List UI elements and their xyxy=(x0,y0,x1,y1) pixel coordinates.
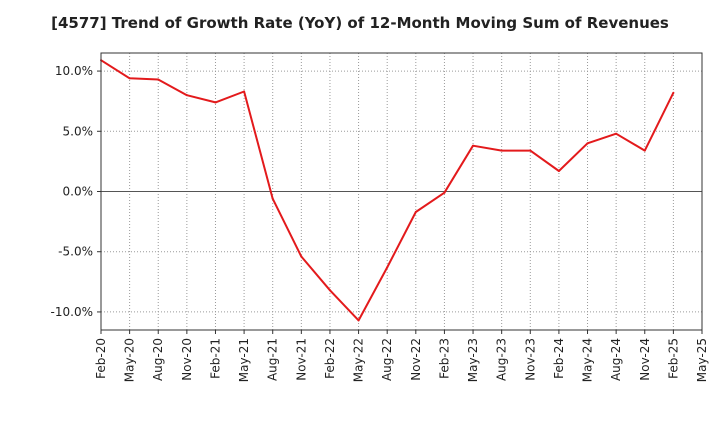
x-tick-label: Feb-21 xyxy=(208,338,222,379)
data-point xyxy=(328,289,331,292)
data-point xyxy=(586,142,589,145)
y-tick-label: -10.0% xyxy=(51,305,93,319)
data-point xyxy=(643,149,646,152)
x-tick-label: May-21 xyxy=(237,338,251,382)
data-point xyxy=(214,101,217,104)
x-tick-label: May-23 xyxy=(466,338,480,382)
x-tick-label: Feb-24 xyxy=(552,338,566,379)
data-point xyxy=(185,94,188,97)
x-tick-label: Nov-23 xyxy=(523,338,537,381)
x-tick-label: Feb-25 xyxy=(666,338,680,379)
data-point xyxy=(414,210,417,213)
data-point xyxy=(128,77,131,80)
x-tick-label: Nov-20 xyxy=(180,338,194,381)
x-tick-label: Feb-23 xyxy=(437,338,451,379)
data-point xyxy=(500,149,503,152)
data-point xyxy=(443,191,446,194)
data-point xyxy=(243,90,246,93)
chart-title: [4577] Trend of Growth Rate (YoY) of 12-… xyxy=(51,14,669,32)
data-point xyxy=(472,144,475,147)
data-point xyxy=(357,319,360,322)
x-tick-label: Nov-21 xyxy=(294,338,308,381)
data-point xyxy=(157,78,160,81)
x-tick-label: Nov-22 xyxy=(409,338,423,381)
data-point xyxy=(672,91,675,94)
x-tick-label: May-20 xyxy=(123,338,137,382)
x-tick-label: Feb-20 xyxy=(94,338,108,379)
x-tick-label: Aug-22 xyxy=(380,338,394,381)
x-tick-label: Aug-20 xyxy=(151,338,165,381)
x-tick-label: Nov-24 xyxy=(638,338,652,381)
x-tick-label: Aug-24 xyxy=(609,338,623,381)
data-point xyxy=(386,266,389,269)
y-tick-label: 5.0% xyxy=(63,124,94,138)
y-tick-label: -5.0% xyxy=(58,245,93,259)
y-tick-label: 10.0% xyxy=(55,64,93,78)
x-tick-label: May-25 xyxy=(695,338,709,382)
x-tick-label: May-24 xyxy=(581,338,595,382)
data-point xyxy=(271,197,274,200)
x-tick-label: Aug-21 xyxy=(266,338,280,381)
x-tick-label: Aug-23 xyxy=(495,338,509,381)
x-axis-ticks: Feb-20 May-20 Aug-20 Nov-20 Feb-21 May-21 Aug-… xyxy=(94,330,709,382)
x-tick-label: May-22 xyxy=(352,338,366,382)
data-point xyxy=(615,132,618,135)
data-point xyxy=(529,149,532,152)
data-point xyxy=(557,170,560,173)
y-tick-label: 0.0% xyxy=(63,185,94,199)
data-point xyxy=(300,255,303,258)
x-tick-label: Feb-22 xyxy=(323,338,337,379)
y-axis-ticks: 10.0% 5.0% 0.0% -5.0% -10.0% xyxy=(51,64,101,319)
